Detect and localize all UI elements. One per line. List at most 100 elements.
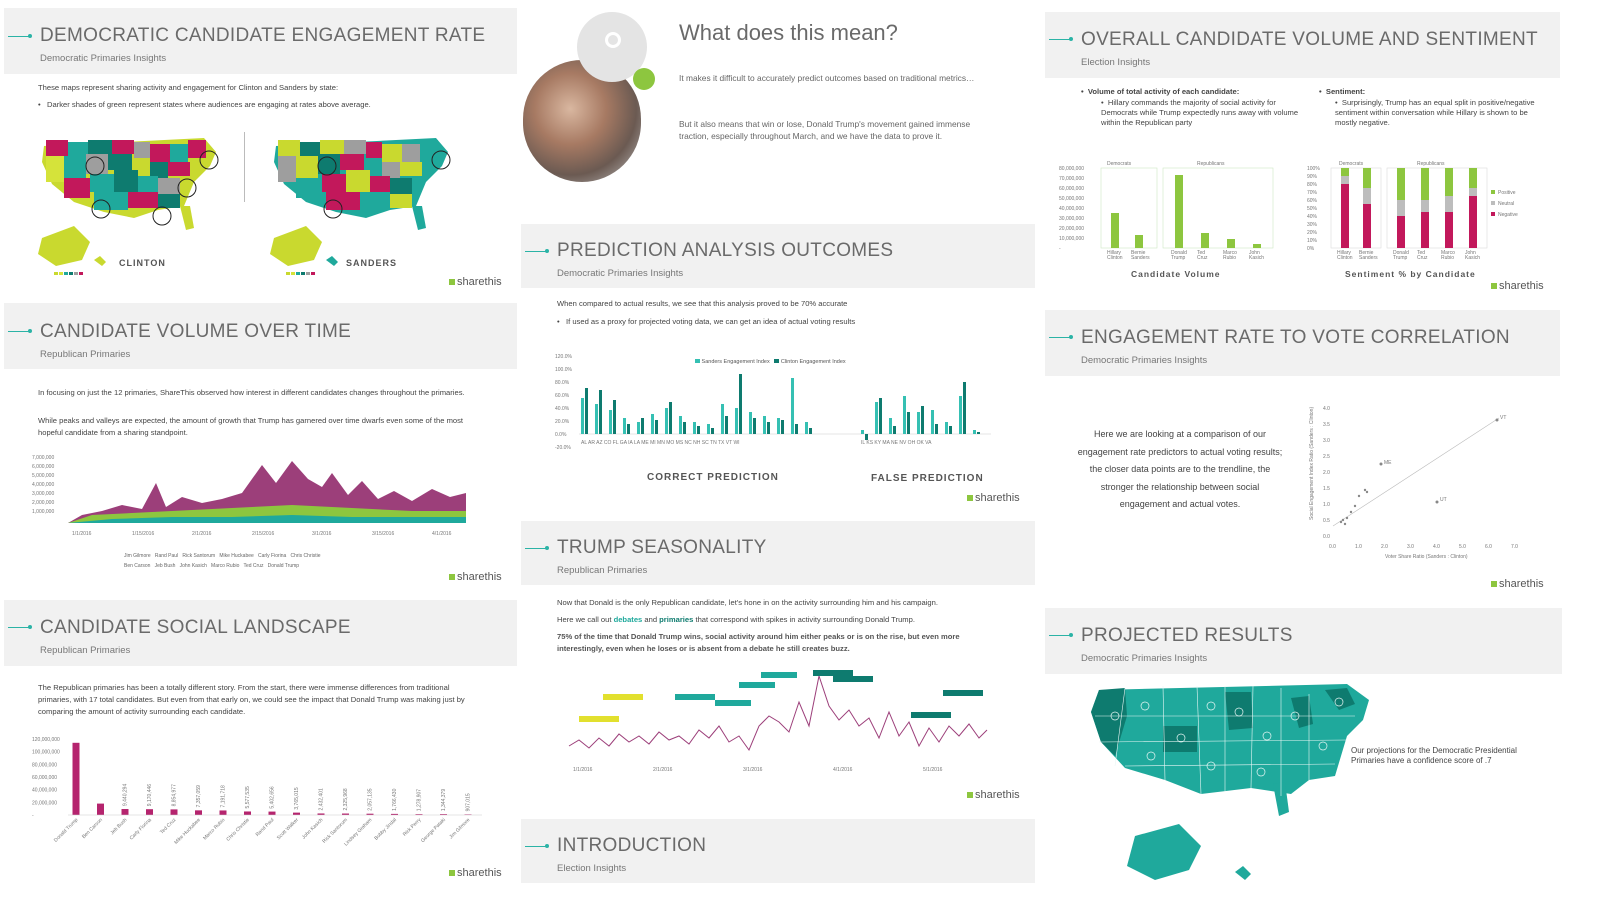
prediction-bar-chart: 120.0% 100.0% 80.0% 60.0% 40.0% 20.0% 0.0% -… <box>555 354 991 451</box>
sharethis-logo: sharethis <box>449 276 502 288</box>
volume-bar <box>1175 175 1183 248</box>
volume-tick-label: 50,000,000 <box>1059 196 1084 202</box>
sharethis-logo: sharethis <box>449 571 502 583</box>
sharethis-logo: sharethis <box>967 492 1020 504</box>
projected-text: Our projections for the Democratic Presi… <box>1351 746 1517 765</box>
landscape-value-label: 9,170,446 <box>147 784 153 806</box>
sentiment-bar-segment <box>1445 196 1453 212</box>
sentiment-category-label: Kasich <box>1465 255 1480 261</box>
bullet-text: • If used as a proxy for projected votin… <box>557 317 856 326</box>
volume-tick-label: - <box>1059 246 1061 252</box>
svg-text:3/15/2016: 3/15/2016 <box>372 531 394 537</box>
volume-bar <box>1111 213 1119 248</box>
slide-projected[interactable]: PROJECTED RESULTS Democratic Primaries I… <box>1045 608 1562 900</box>
svg-text:2.5: 2.5 <box>1323 454 1330 460</box>
volume-legend: Jim Gilmore Rand Paul Rick Santorum Mike… <box>124 553 321 569</box>
sentiment-bar-segment <box>1397 168 1405 200</box>
slide-subtitle: Democratic Primaries Insights <box>1081 653 1208 664</box>
paragraph-2: While peaks and valleys are expected, th… <box>38 416 464 437</box>
republicans-label: Republicans <box>1417 161 1445 167</box>
svg-text:20.0%: 20.0% <box>555 419 570 425</box>
bullet-label: Darker shades of green represent states … <box>47 100 371 109</box>
primaries-highlight: primaries <box>659 615 694 624</box>
share-node-icon <box>605 32 621 48</box>
landscape-bar <box>342 813 349 815</box>
landscape-category-label: Chris Christie <box>225 817 251 843</box>
sentiment-heading: • Sentiment: <box>1319 87 1366 96</box>
svg-text:6.0: 6.0 <box>1485 544 1492 550</box>
slide-header: ENGAGEMENT RATE TO VOTE CORRELATION Demo… <box>1045 310 1560 376</box>
sentiment-tick-label: 70% <box>1307 190 1318 196</box>
slide-social-landscape[interactable]: CANDIDATE SOCIAL LANDSCAPE Republican Pr… <box>4 600 517 890</box>
paragraph-2: But it also means that win or lose, Dona… <box>679 119 971 141</box>
debates-highlight: debates <box>613 615 643 624</box>
landscape-category-label: Jeb Bush <box>109 817 128 836</box>
sentiment-bar-segment <box>1421 212 1429 248</box>
slide-volume-over-time[interactable]: CANDIDATE VOLUME OVER TIME Republican Pr… <box>4 303 517 588</box>
slide-engagement-vote[interactable]: ENGAGEMENT RATE TO VOTE CORRELATION Demo… <box>1045 310 1560 600</box>
sentiment-tick-label: 30% <box>1307 222 1318 228</box>
volume-category-label: Trump <box>1171 255 1185 261</box>
svg-text:2/1/2016: 2/1/2016 <box>192 531 212 537</box>
sentiment-tick-label: 60% <box>1307 198 1318 204</box>
slide-prediction[interactable]: PREDICTION ANALYSIS OUTCOMES Democratic … <box>521 224 1035 514</box>
sentiment-legend-swatch <box>1491 201 1495 205</box>
slide-title: INTRODUCTION <box>557 835 707 856</box>
landscape-bar <box>293 812 300 815</box>
svg-text:2/15/2016: 2/15/2016 <box>252 531 274 537</box>
sentiment-bar-segment <box>1469 168 1477 188</box>
bullet-text: • Darker shades of green represent state… <box>38 100 371 109</box>
slide-what-mean[interactable]: What does this mean? It makes it difficu… <box>521 8 1035 213</box>
slide-subtitle: Election Insights <box>557 863 627 874</box>
sentiment-category-label: Clinton <box>1337 255 1353 261</box>
volume-tick-label: 60,000,000 <box>1059 186 1084 192</box>
slide-overall-volume[interactable]: OVERALL CANDIDATE VOLUME AND SENTIMENT E… <box>1045 12 1560 297</box>
svg-text:3/1/2016: 3/1/2016 <box>312 531 332 537</box>
svg-text:3/1/2016: 3/1/2016 <box>743 767 763 773</box>
svg-text:3.0: 3.0 <box>1407 544 1414 550</box>
volume-bar <box>1253 244 1261 248</box>
landscape-tick-label: - <box>32 813 34 819</box>
volume-tick-label: 20,000,000 <box>1059 226 1084 232</box>
landscape-category-label: Bobby Jindal <box>373 817 397 841</box>
clinton-map <box>38 138 219 275</box>
svg-text:ME: ME <box>1384 460 1392 466</box>
slide-introduction[interactable]: INTRODUCTION Election Insights <box>521 819 1035 900</box>
sentiment-bar-segment <box>1421 168 1429 200</box>
paragraph-1: In focusing on just the 12 primaries, Sh… <box>38 388 465 397</box>
svg-text:2.0: 2.0 <box>1381 544 1388 550</box>
volume-area-chart: 7,000,000 6,000,000 5,000,000 4,000,000 … <box>32 455 466 537</box>
landscape-value-label: 3,765,015 <box>294 787 300 809</box>
landscape-category-label: Donald Trump <box>53 817 80 844</box>
svg-text:2,000,000: 2,000,000 <box>32 500 54 506</box>
svg-text:0.0%: 0.0% <box>555 432 567 438</box>
landscape-category-label: Scott Walker <box>276 817 300 841</box>
slide-title: PROJECTED RESULTS <box>1081 625 1293 646</box>
sentiment-legend-swatch <box>1491 190 1495 194</box>
landscape-tick-label: 80,000,000 <box>32 762 57 768</box>
svg-text:1.0: 1.0 <box>1355 544 1362 550</box>
slide-header: OVERALL CANDIDATE VOLUME AND SENTIMENT E… <box>1045 12 1560 78</box>
slide-dem-engagement[interactable]: DEMOCRATIC CANDIDATE ENGAGEMENT RATE Dem… <box>4 8 517 293</box>
landscape-bar <box>440 814 447 815</box>
sentiment-chart-label: Sentiment % by Candidate <box>1345 269 1476 279</box>
sentiment-bar-segment <box>1341 184 1349 248</box>
svg-text:3.5: 3.5 <box>1323 422 1330 428</box>
landscape-value-label: 907,015 <box>466 793 472 811</box>
landscape-category-label: Mike Huckabee <box>173 817 202 846</box>
slide-title: DEMOCRATIC CANDIDATE ENGAGEMENT RATE <box>40 25 486 46</box>
slide-trump-seasonality[interactable]: TRUMP SEASONALITY Republican Primaries N… <box>521 521 1035 811</box>
trump-seasonality-line-chart: 1/1/2016 2/1/2016 3/1/2016 4/1/2016 5/1/… <box>568 670 988 773</box>
svg-text:7.0: 7.0 <box>1511 544 1518 550</box>
landscape-bar <box>317 813 325 815</box>
paragraph-2: Here we call out debates and primaries t… <box>557 615 915 624</box>
sentiment-category-label: Rubio <box>1441 255 1454 261</box>
volume-text: • Hillary commands the majority of socia… <box>1101 98 1299 127</box>
prediction-legend: Sanders Engagement Index Clinton Engagem… <box>695 359 846 365</box>
svg-text:4/1/2016: 4/1/2016 <box>833 767 853 773</box>
svg-text:3,000,000: 3,000,000 <box>32 491 54 497</box>
slide-subtitle: Republican Primaries <box>40 349 131 360</box>
slide-title: CANDIDATE VOLUME OVER TIME <box>40 321 352 342</box>
volume-tick-label: 80,000,000 <box>1059 166 1084 172</box>
landscape-category-label: Marco Rubio <box>202 817 226 841</box>
